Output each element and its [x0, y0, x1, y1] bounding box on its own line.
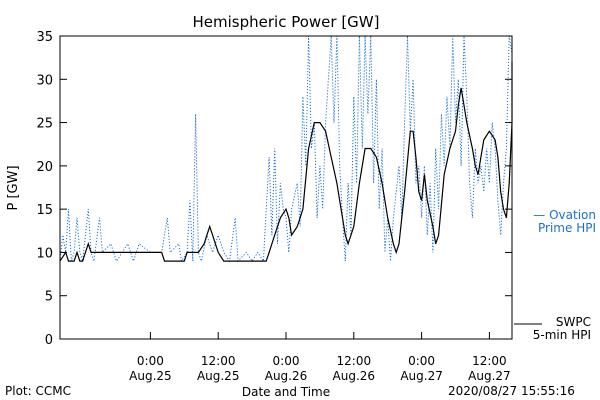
- data-series: [59, 35, 513, 263]
- x-tick-time-label: 12:00: [337, 354, 372, 368]
- x-tick-time-label: 0:00: [137, 354, 164, 368]
- legend-ovation-line1: — Ovation: [533, 208, 596, 222]
- x-tick-time-label: 12:00: [201, 354, 236, 368]
- y-tick-label: 35: [36, 30, 53, 45]
- legend-swpc-line2: 5-min HPI: [533, 328, 591, 342]
- x-tick-date-label: Aug.27: [468, 369, 511, 383]
- chart-title: Hemispheric Power [GW]: [193, 13, 380, 31]
- x-tick-time-label: 0:00: [273, 354, 300, 368]
- series-line-swpc: [59, 62, 513, 262]
- y-tick-label: 30: [36, 73, 53, 88]
- legend-swpc-line1: SWPC: [556, 315, 591, 329]
- plot-timestamp: 2020/08/27 15:55:16: [448, 384, 575, 398]
- legend-ovation-line2: Prime HPI: [538, 221, 596, 235]
- y-tick-label: 5: [45, 290, 53, 305]
- x-tick-date-label: Aug.25: [197, 369, 240, 383]
- y-tick-label: 25: [36, 117, 53, 132]
- y-tick-label: 15: [36, 203, 53, 218]
- x-tick-time-label: 12:00: [472, 354, 507, 368]
- y-axis-label: P [GW]: [6, 165, 21, 210]
- axis-ticks: 051015202530350:00Aug.2512:00Aug.250:00A…: [36, 30, 512, 383]
- y-tick-label: 20: [36, 160, 53, 175]
- plot-credit: Plot: CCMC: [5, 384, 71, 398]
- x-tick-date-label: Aug.27: [400, 369, 443, 383]
- x-tick-date-label: Aug.26: [265, 369, 308, 383]
- y-tick-label: 0: [45, 333, 53, 348]
- x-tick-date-label: Aug.26: [333, 369, 376, 383]
- x-tick-time-label: 0:00: [408, 354, 435, 368]
- series-line-ovation-prime: [59, 35, 513, 263]
- x-axis-label: Date and Time: [242, 385, 330, 399]
- plot-frame: [59, 35, 513, 340]
- x-tick-date-label: Aug.25: [129, 369, 172, 383]
- y-tick-label: 10: [36, 246, 53, 261]
